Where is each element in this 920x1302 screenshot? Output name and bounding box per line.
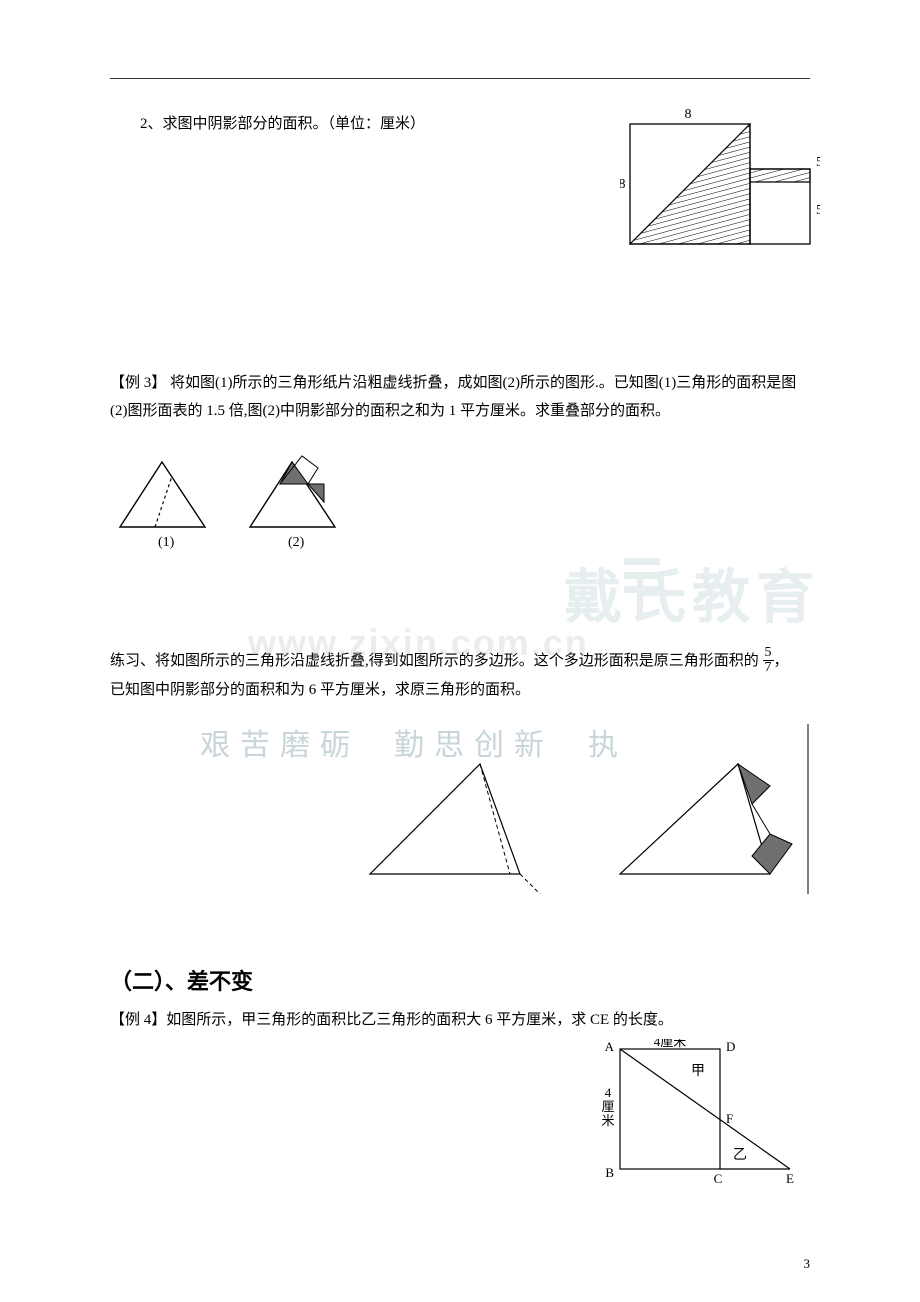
fig3-label-1: (1) — [158, 535, 175, 550]
label-left-len-1: 4 — [605, 1085, 612, 1100]
label-yi: 乙 — [733, 1147, 747, 1163]
example-4-label: 【例 4】 — [110, 1012, 166, 1028]
label-D: D — [726, 1039, 735, 1054]
watermark-bars — [624, 558, 660, 600]
example-4-text: 【例 4】如图所示，甲三角形的面积比乙三角形的面积大 6 平方厘米，求 CE 的… — [110, 1006, 810, 1035]
page: 戴氏教育 www.zixin.com.cn 艰苦磨砺 勤思创新 执 2、求图中阴… — [0, 0, 920, 1302]
practice-suffix: ， — [774, 653, 789, 669]
fig3-label-2: (2) — [288, 535, 305, 550]
section-2-title: （二）、差不变 — [110, 964, 810, 996]
label-E: E — [786, 1171, 794, 1186]
label-F: F — [726, 1111, 733, 1126]
practice-figure — [110, 724, 810, 894]
example-3-figure: (1) (2) — [110, 452, 350, 552]
label-left-len-2: 厘 — [601, 1099, 614, 1114]
label-A: A — [605, 1039, 615, 1054]
fraction-den: 7 — [763, 661, 774, 675]
practice-line1: 练习、将如图所示的三角形沿虚线折叠,得到如图所示的多边形。这个多边形面积是原三角… — [110, 647, 810, 676]
label-top-len: 4厘米 — [654, 1039, 687, 1049]
label-left-len-3: 米 — [601, 1113, 614, 1128]
watermark-brand: 戴氏教育 — [564, 550, 820, 634]
practice: 练习、将如图所示的三角形沿虚线折叠,得到如图所示的多边形。这个多边形面积是原三角… — [110, 647, 810, 895]
example-4-body: 如图所示，甲三角形的面积比乙三角形的面积大 6 平方厘米，求 CE 的长度。 — [166, 1012, 673, 1028]
fraction: 5 7 — [763, 646, 774, 675]
fraction-num: 5 — [763, 646, 774, 661]
fig2-label-rtop: 5 — [816, 155, 820, 170]
label-C: C — [714, 1171, 723, 1186]
fig2-label-rbot: 5 — [816, 203, 820, 218]
example-4-figure: A D B C E F 4厘米 4 厘 米 甲 乙 — [590, 1039, 800, 1189]
fig2-label-top: 8 — [685, 107, 692, 122]
example-3-text: 【例 3】 将如图(1)所示的三角形纸片沿粗虚线折叠，成如图(2)所示的图形.。… — [110, 369, 810, 426]
practice-prefix: 练习、将如图所示的三角形沿虚线折叠,得到如图所示的多边形。这个多边形面积是原三角… — [110, 653, 759, 669]
question-2-figure: 8 8 5 5 — [620, 104, 820, 274]
header-rule — [110, 78, 810, 79]
example-3-label: 【例 3】 — [110, 375, 166, 391]
example-3-body: 将如图(1)所示的三角形纸片沿粗虚线折叠，成如图(2)所示的图形.。已知图(1)… — [110, 375, 796, 420]
example-3: 【例 3】 将如图(1)所示的三角形纸片沿粗虚线折叠，成如图(2)所示的图形.。… — [110, 369, 810, 557]
label-jia: 甲 — [691, 1064, 705, 1079]
example-4: 【例 4】如图所示，甲三角形的面积比乙三角形的面积大 6 平方厘米，求 CE 的… — [110, 1006, 810, 1035]
fig2-label-left: 8 — [620, 177, 626, 192]
label-B: B — [605, 1165, 614, 1180]
practice-line2: 已知图中阴影部分的面积和为 6 平方厘米，求原三角形的面积。 — [110, 676, 810, 705]
question-2: 2、求图中阴影部分的面积。（单位：厘米） 8 8 5 5 — [110, 110, 810, 139]
practice-svg — [110, 724, 810, 894]
page-number: 3 — [804, 1256, 811, 1272]
